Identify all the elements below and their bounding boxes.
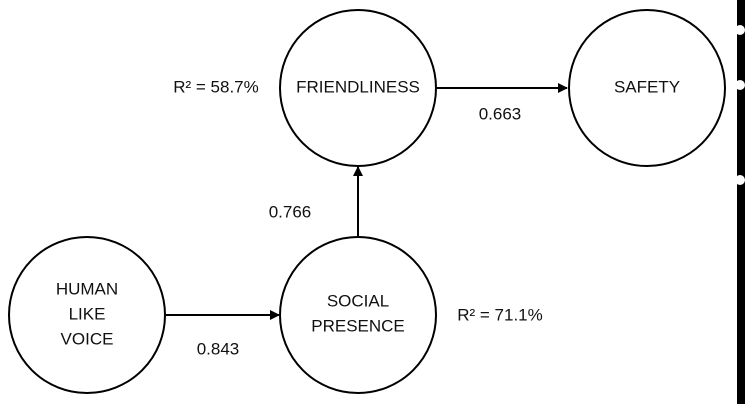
node — [279, 9, 437, 167]
dot — [735, 175, 745, 185]
node-label: HUMAN — [56, 279, 118, 298]
dot — [735, 80, 745, 90]
node — [279, 236, 437, 394]
node-label: SOCIAL — [327, 291, 389, 310]
r-squared: R² = 71.1% — [457, 305, 543, 324]
node-label: FRIENDLINESS — [296, 77, 420, 96]
edge-label: 0.766 — [269, 202, 312, 221]
node-label: VOICE — [61, 329, 114, 348]
node — [8, 236, 166, 394]
node — [568, 9, 726, 167]
node-label: SAFETY — [614, 77, 680, 96]
r-squared: R² = 58.7% — [173, 77, 259, 96]
edge-label: 0.843 — [197, 339, 240, 358]
edge-strip — [737, 0, 745, 404]
node-label: PRESENCE — [311, 316, 405, 335]
dot — [735, 25, 745, 35]
edge-label: 0.663 — [479, 104, 522, 123]
node-label: LIKE — [69, 304, 106, 323]
